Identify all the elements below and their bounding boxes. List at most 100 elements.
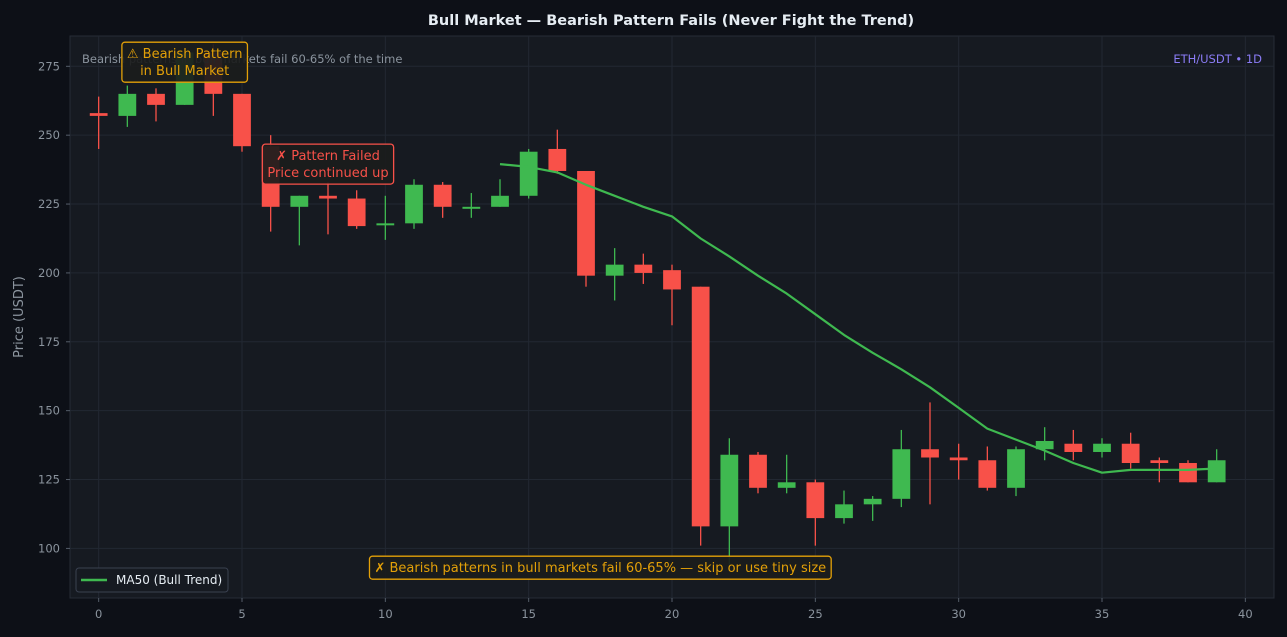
candle-body [605,264,624,276]
annotation-box [261,143,395,185]
x-tick-label: 20 [665,607,680,621]
candle-up [376,195,395,240]
candle-body [1207,460,1226,483]
candle-body [290,195,309,207]
x-axis-ticks: 0 5 10 15 20 25 30 35 40 [95,598,1253,621]
candle-down [319,182,337,235]
candle-down [749,451,767,494]
candle-body [921,449,939,458]
annotation-text: ✗ Bearish patterns in bull markets fail … [374,561,826,576]
candle-down [691,286,710,546]
candle-body [519,151,538,196]
candle-up [777,454,796,494]
candle-body [233,93,251,147]
x-tick-label: 5 [238,607,245,621]
y-tick-label: 275 [38,59,60,73]
x-tick-label: 40 [1238,607,1253,621]
candle-up [1207,449,1226,483]
candle-down [634,253,653,284]
candle-body [949,457,968,461]
candle-body [118,93,137,116]
candle-body [1064,443,1083,452]
x-tick-label: 35 [1095,607,1110,621]
candle-body [1007,449,1025,488]
candle-body [1035,440,1054,450]
x-tick-label: 10 [378,607,393,621]
y-tick-label: 125 [38,473,60,487]
candle-body [720,454,739,527]
candle-down [89,96,108,149]
candle-up [863,496,882,521]
candle-body [548,148,567,171]
legend-label-ma50: MA50 (Bull Trend) [116,573,222,587]
x-tick-label: 15 [521,607,536,621]
y-tick-label: 225 [38,197,60,211]
candle-down [147,88,165,122]
candles [89,44,1226,571]
candle-body [491,195,509,207]
candle-up [835,490,853,524]
candle-up [290,195,309,246]
annotation-text: in Bull Market [140,64,229,79]
y-tick-label: 150 [38,404,60,418]
x-tick-label: 25 [808,607,823,621]
candle-up [118,85,137,127]
candle-body [806,482,825,519]
candle-body [835,504,853,519]
annotation-bottom-note: ✗ Bearish patterns in bull markets fail … [368,555,832,580]
candle-body [405,184,423,224]
candle-down [921,402,939,505]
candle-body [691,286,710,527]
annotations: ⚠ Bearish Pattern in Bull Market ✗ Pattern… [121,41,832,580]
candle-up [519,148,538,199]
candle-down [577,170,595,287]
y-tick-label: 200 [38,266,60,280]
candle-up [491,179,509,207]
candle-down [1121,432,1140,469]
candle-body [749,454,767,488]
candle-body [89,113,108,116]
ma50-line [499,163,1217,474]
annotation-text: ⚠ Bearish Pattern [127,47,243,62]
candle-up [405,179,423,229]
y-axis-ticks: 100 125 150 175 200 225 250 275 [38,59,70,555]
candle-body [147,93,165,105]
y-axis-label: Price (USDT) [12,276,27,358]
y-tick-label: 175 [38,335,60,349]
candle-up [1035,427,1054,461]
candle-down [1179,460,1197,483]
legend-box [75,567,229,593]
candle-down [1064,429,1083,461]
candle-body [577,170,595,276]
candle-body [319,195,337,199]
pair-watermark: ETH/USDT • 1D [1173,52,1262,66]
candle-up [1093,438,1111,458]
candle-body [1179,463,1197,483]
annotation-box [368,555,832,580]
candle-body [634,264,653,273]
candle-down [548,129,567,174]
candle-body [863,498,882,505]
candle-body [663,270,681,290]
x-tick-label: 0 [95,607,102,621]
candle-down [663,264,681,326]
candle-up [1007,446,1025,497]
candle-body [376,223,395,226]
annotation-pattern-failed: ✗ Pattern Failed Price continued up [261,143,395,185]
candle-up [605,248,624,301]
candle-body [433,184,452,207]
candle-down [233,93,251,152]
candle-up [720,438,739,571]
candle-body [892,449,911,499]
annotation-text: ✗ Pattern Failed [276,149,380,164]
candle-body [1093,443,1111,452]
annotation-text: Price continued up [267,166,388,181]
candle-up [892,429,911,508]
candle-up [462,193,481,218]
candle-down [347,190,366,229]
legend: MA50 (Bull Trend) [75,567,229,593]
candle-down [433,182,452,218]
candle-body [462,206,481,209]
candle-body [1121,443,1140,464]
